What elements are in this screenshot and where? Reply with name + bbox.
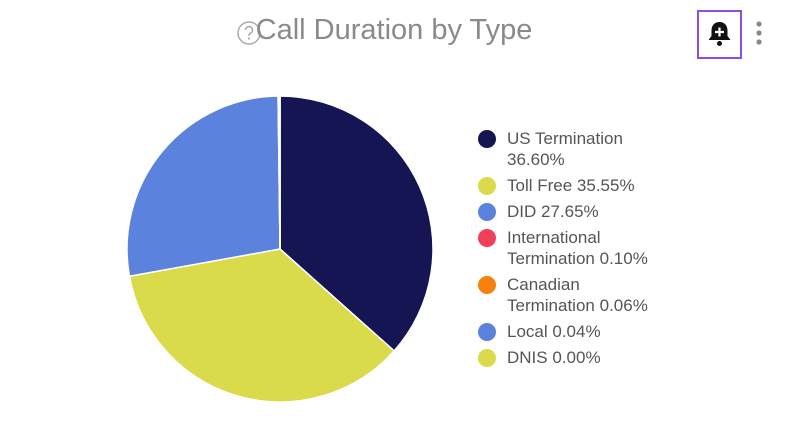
legend-item: Canadian Termination 0.06% — [478, 274, 678, 316]
chart-title: Call Duration by Type — [255, 14, 533, 46]
legend-label: DID — [507, 202, 537, 221]
bell-icon — [708, 22, 731, 46]
legend: US Termination 36.60% Toll Free 35.55% DID… — [478, 128, 678, 373]
legend-label: Toll Free — [507, 176, 573, 195]
alert-button[interactable] — [697, 10, 742, 59]
legend-marker — [478, 130, 496, 148]
legend-value: 0.00% — [552, 348, 601, 367]
legend-value: 27.65% — [541, 202, 599, 221]
pie-chart — [126, 95, 434, 403]
legend-label: Local — [507, 322, 548, 341]
legend-item: DID 27.65% — [478, 201, 678, 222]
legend-marker — [478, 276, 496, 294]
legend-value: 35.55% — [576, 176, 635, 195]
legend-text: DID 27.65% — [507, 201, 672, 222]
legend-value: 0.06% — [599, 296, 648, 315]
pie-slice — [128, 248, 396, 403]
legend-text: Local 0.04% — [507, 321, 672, 342]
legend-item: DNIS 0.00% — [478, 347, 678, 368]
legend-marker — [478, 203, 496, 221]
legend-marker — [478, 229, 496, 247]
legend-value: 0.04% — [552, 322, 601, 341]
legend-value: 0.10% — [599, 249, 648, 268]
legend-text: Canadian Termination 0.06% — [507, 274, 672, 316]
legend-marker — [478, 177, 496, 195]
legend-text: US Termination 36.60% — [507, 128, 672, 170]
help-icon[interactable] — [236, 20, 262, 46]
legend-item: Toll Free 35.55% — [478, 175, 678, 196]
pie-slice — [279, 95, 434, 352]
legend-text: DNIS 0.00% — [507, 347, 672, 368]
pie-slice — [126, 95, 281, 278]
menu-button[interactable] — [752, 20, 766, 48]
legend-label: Canadian Termination — [507, 275, 595, 315]
legend-item: Local 0.04% — [478, 321, 678, 342]
legend-text: International Termination 0.10% — [507, 227, 672, 269]
legend-item: US Termination 36.60% — [478, 128, 678, 170]
legend-marker — [478, 349, 496, 367]
legend-label: International Termination — [507, 228, 601, 268]
legend-label: US Termination — [507, 129, 623, 148]
legend-label: DNIS — [507, 348, 548, 367]
legend-value: 36.60% — [507, 150, 565, 169]
legend-item: International Termination 0.10% — [478, 227, 678, 269]
legend-marker — [478, 323, 496, 341]
legend-text: Toll Free 35.55% — [507, 175, 672, 196]
